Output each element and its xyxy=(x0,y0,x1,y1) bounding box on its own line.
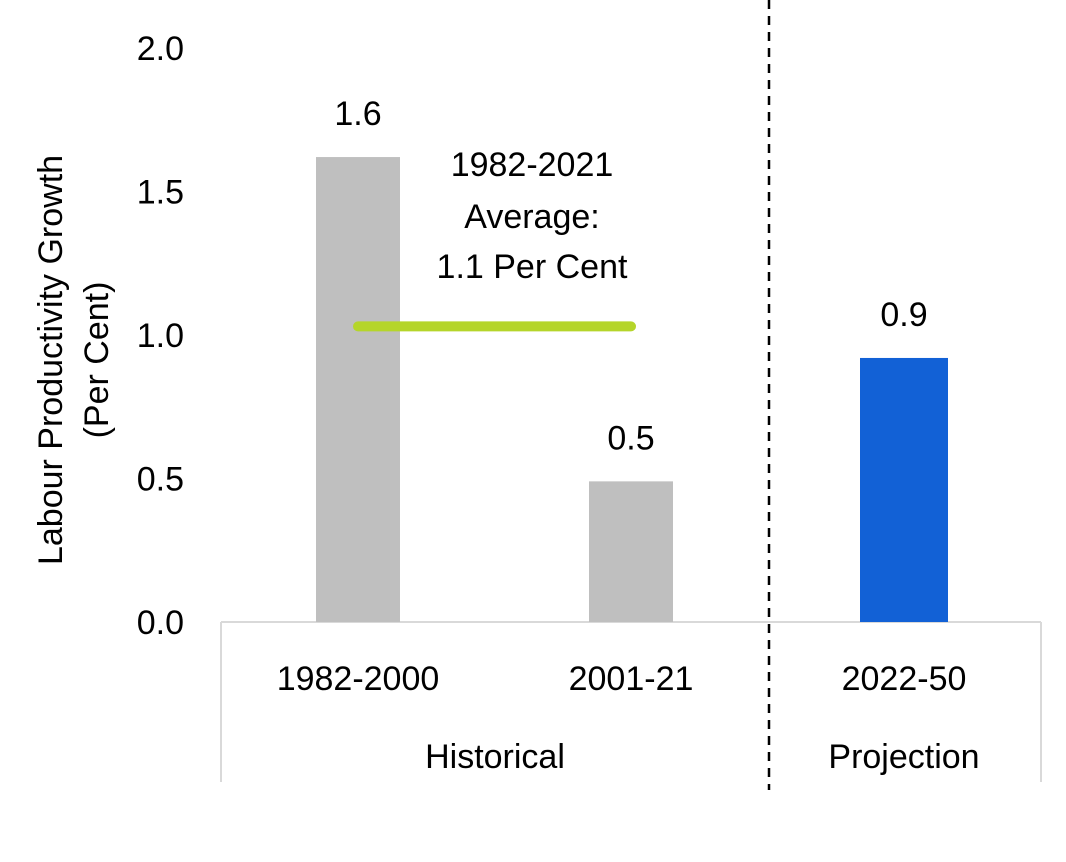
y-axis-title-line-1: Labour Productivity Growth xyxy=(32,155,70,565)
data-label-2022-50: 0.9 xyxy=(880,296,927,334)
data-labels: 1.6 0.5 0.9 xyxy=(334,95,927,457)
group-label-historical: Historical xyxy=(425,738,565,776)
y-axis-title-line-2: (Per Cent) xyxy=(78,282,116,439)
average-label-line-2: Average: xyxy=(464,198,599,236)
y-axis-title: Labour Productivity Growth (Per Cent) xyxy=(32,155,116,565)
data-label-2001-21: 0.5 xyxy=(607,419,654,457)
category-label-2022-50: 2022-50 xyxy=(842,660,967,698)
category-label-1982-2000: 1982-2000 xyxy=(277,660,440,698)
y-tick-label: 0.5 xyxy=(137,461,184,499)
y-tick-label: 2.0 xyxy=(137,30,184,68)
average-annotation: 1982-2021 Average: 1.1 Per Cent xyxy=(437,146,628,286)
group-label-projection: Projection xyxy=(828,738,979,776)
data-label-1982-2000: 1.6 xyxy=(334,95,381,133)
category-labels: 1982-2000 2001-21 2022-50 xyxy=(277,660,967,698)
category-label-2001-21: 2001-21 xyxy=(569,660,694,698)
y-tick-label: 1.0 xyxy=(137,317,184,355)
bar-2001-21 xyxy=(589,481,673,622)
y-tick-label: 1.5 xyxy=(137,174,184,212)
average-label-line-3: 1.1 Per Cent xyxy=(437,248,628,286)
y-axis-ticks: 0.0 0.5 1.0 1.5 2.0 xyxy=(137,30,184,642)
average-label-line-1: 1982-2021 xyxy=(451,146,614,184)
bar-1982-2000 xyxy=(316,157,400,622)
bars xyxy=(316,157,948,622)
bar-2022-50 xyxy=(860,357,948,622)
y-tick-label: 0.0 xyxy=(137,604,184,642)
